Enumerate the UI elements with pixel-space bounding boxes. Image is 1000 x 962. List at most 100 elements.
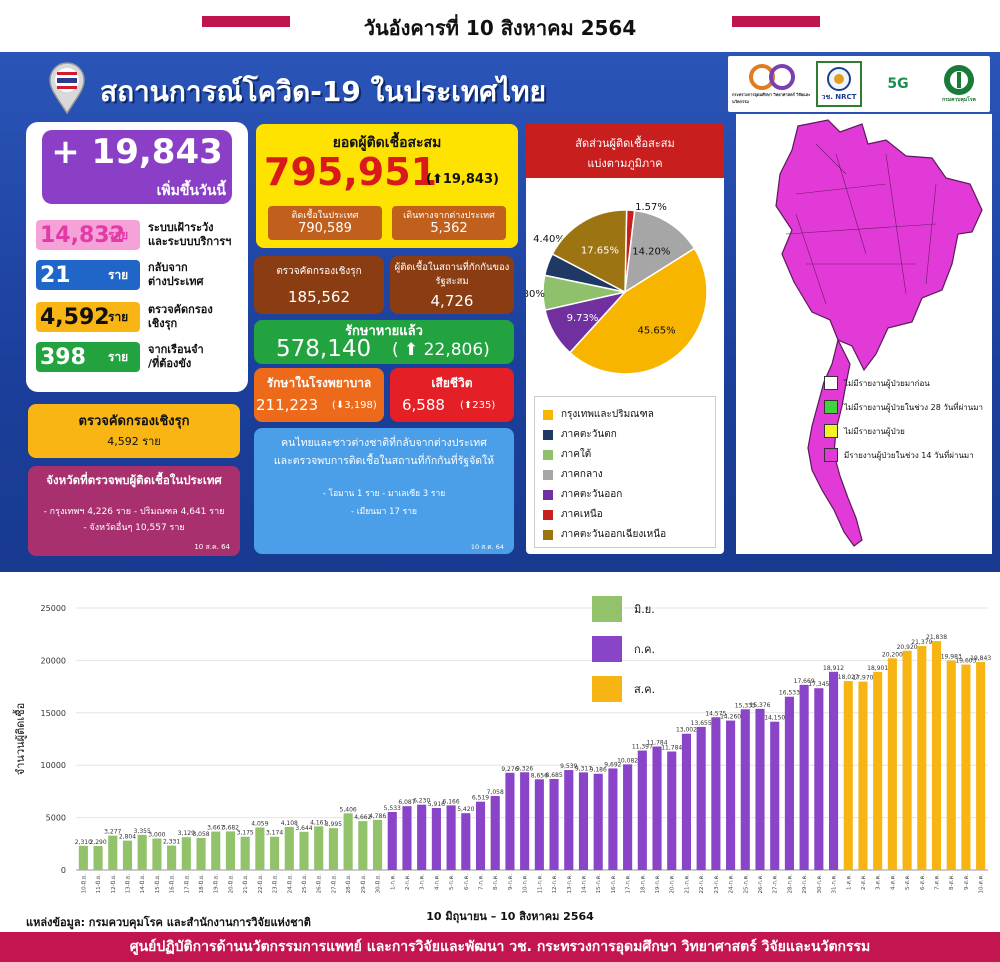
header-rule-left xyxy=(202,16,290,27)
proactive-card: ตรวจคัดกรองเชิงรุก 4,592 ราย xyxy=(28,404,240,458)
breakdown-desc: ตรวจคัดกรอง เชิงรุก xyxy=(148,303,213,331)
bar xyxy=(770,721,780,870)
pie-title1: สัดส่วนผู้ติดเชื้อสะสม xyxy=(575,137,675,150)
breakdown-desc-line2: ต่างประเทศ xyxy=(148,275,204,288)
x-tick-label: 5-ก.ค. xyxy=(449,874,455,890)
hospital-value: 211,223 xyxy=(256,396,319,414)
returnees-line4: - เมียนมา 17 ราย xyxy=(351,507,417,517)
bar-value-label: 18,027 xyxy=(838,674,859,681)
cumulative-value: 795,951 xyxy=(264,150,438,194)
bar xyxy=(181,837,191,870)
bar-value-label: 6,166 xyxy=(443,798,460,805)
bar xyxy=(681,733,692,870)
pie-slice-label: 14.20% xyxy=(632,246,670,257)
pie-legend-swatch xyxy=(543,429,553,440)
legend-label: ก.ค. xyxy=(634,643,655,656)
deaths-value: 6,588 xyxy=(402,396,445,414)
x-tick-label: 8-ส.ค. xyxy=(948,874,955,890)
breakdown-unit: ราย xyxy=(108,228,129,242)
bar xyxy=(402,806,412,870)
x-tick-label: 17-มิ.ย. xyxy=(183,874,190,894)
x-tick-label: 26-ก.ค. xyxy=(758,874,764,894)
bar xyxy=(534,779,544,870)
region-pie-chart: 1.57% 14.20% 45.65% 9.73% 6.80% 4.40% 17.65% xyxy=(526,202,708,375)
bar-value-label: 4,108 xyxy=(281,820,298,827)
bar-value-label: 9,186 xyxy=(590,767,607,774)
pie-legend: กรุงเทพและปริมณฑล ภาคตะวันตก ภาคใต้ ภาคกลาง… xyxy=(534,396,716,548)
pie-legend-label: ภาคเหนือ xyxy=(561,509,603,520)
pie-legend-label: ภาคใต้ xyxy=(561,449,592,460)
y-tick-label: 0 xyxy=(61,866,66,875)
ministry-logo: กระทรวงการอุดมศึกษา วิทยาศาสตร์ วิจัยและ… xyxy=(732,61,812,107)
x-tick-label: 16-ก.ค. xyxy=(611,874,617,894)
bar-value-label: 9,326 xyxy=(516,765,533,772)
bar xyxy=(711,717,721,870)
x-tick-label: 30-มิ.ย. xyxy=(375,874,382,894)
bar-value-label: 2,804 xyxy=(119,834,136,841)
ddc-logo: กรมควบคุมโรค xyxy=(932,61,986,107)
logo-strip: กระทรวงการอุดมศึกษา วิทยาศาสตร์ วิจัยและ… xyxy=(728,56,990,112)
bar-value-label: 2,331 xyxy=(163,839,180,846)
bar-value-label: 17,345 xyxy=(808,681,829,688)
pie-legend-swatch xyxy=(543,529,553,540)
breakdown-desc-line2: และระบบบริการฯ xyxy=(148,235,232,248)
pie-legend-label: ภาคตะวันออก xyxy=(561,489,623,500)
bar xyxy=(431,808,441,870)
breakdown-desc-line1: ตรวจคัดกรอง xyxy=(148,303,213,316)
province-line2: - จังหวัดอื่นๆ 10,557 ราย xyxy=(83,523,185,533)
bar xyxy=(858,681,868,870)
bar-value-label: 21,379 xyxy=(911,639,932,646)
pie-legend-item: ภาคตะวันออกเฉียงเหนือ xyxy=(543,527,666,542)
province-card: จังหวัดที่ตรวจพบผู้ติดเชื้อในประเทศ - กร… xyxy=(28,466,240,556)
bar-value-label: 18,901 xyxy=(867,665,888,672)
x-tick-label: 29-มิ.ย. xyxy=(360,874,367,894)
pie-slice-label: 4.40% xyxy=(533,234,565,245)
bar-value-label: 11,397 xyxy=(632,744,653,751)
x-tick-label: 22-ก.ค. xyxy=(699,874,705,894)
bar-value-label: 18,912 xyxy=(823,665,844,672)
x-tick-label: 3-ส.ค. xyxy=(875,874,882,890)
pie-slice-label: 6.80% xyxy=(526,289,545,300)
bar-value-label: 3,175 xyxy=(237,830,254,837)
proactive-cum-card: ตรวจคัดกรองเชิงรุก 185,562 xyxy=(254,256,384,314)
bar xyxy=(843,681,853,870)
bar-value-label: 3,995 xyxy=(325,821,342,828)
bar xyxy=(461,813,471,870)
bar xyxy=(667,751,677,870)
breakdown-unit: ราย xyxy=(108,310,129,324)
cumulative-delta: (⬆19,843) xyxy=(426,172,499,187)
map-legend-label: ไม่มีรายงานผู้ป่วยมาก่อน xyxy=(844,378,930,388)
map-legend-item: มีรายงานผู้ป่วยในช่วง 14 วันที่ผ่านมา xyxy=(824,448,974,462)
x-tick-label: 22-มิ.ย. xyxy=(257,874,264,894)
bar-value-label: 3,000 xyxy=(148,832,165,839)
bar-value-label: 4,161 xyxy=(310,819,327,826)
cumulative-card: ยอดผู้ติดเชื้อสะสม 795,951 (⬆19,843) ติด… xyxy=(256,124,518,248)
bar-value-label: 6,519 xyxy=(472,795,489,802)
breakdown-desc-line2: /ที่ต้องขัง xyxy=(148,357,192,370)
x-tick-label: 14-ก.ค. xyxy=(581,874,587,894)
breakdown-pill: 21 xyxy=(36,260,140,290)
bar xyxy=(931,641,942,870)
returnees-card: คนไทยและชาวต่างชาติที่กลับจากต่างประเทศ … xyxy=(254,428,514,554)
x-tick-label: 26-มิ.ย. xyxy=(316,874,323,894)
bar-value-label: 9,317 xyxy=(575,765,592,772)
abroad-cases-value: 5,362 xyxy=(430,221,468,236)
bar xyxy=(873,671,883,870)
x-tick-label: 13-มิ.ย. xyxy=(124,874,131,894)
pie-legend-swatch xyxy=(543,449,553,460)
header-rule-right xyxy=(732,16,820,27)
data-source: แหล่งข้อมูล: กรมควบคุมโรค และสำนักงานการ… xyxy=(26,916,311,929)
pie-legend-swatch xyxy=(543,489,553,500)
bar xyxy=(520,772,530,870)
x-tick-label: 18-ก.ค. xyxy=(640,874,646,894)
bar xyxy=(608,768,618,870)
y-tick-label: 5000 xyxy=(46,814,66,823)
x-tick-label: 10-ก.ค. xyxy=(523,874,529,894)
pie-legend-item: ภาคใต้ xyxy=(543,447,591,462)
y-tick-label: 10000 xyxy=(41,761,66,770)
pie-slice-label: 1.57% xyxy=(635,202,667,213)
x-tick-label: 9-ก.ค. xyxy=(508,874,514,890)
ddc-emblem-icon xyxy=(944,65,974,95)
x-tick-label: 15-มิ.ย. xyxy=(154,874,161,894)
bar-value-label: 17,970 xyxy=(852,675,873,682)
